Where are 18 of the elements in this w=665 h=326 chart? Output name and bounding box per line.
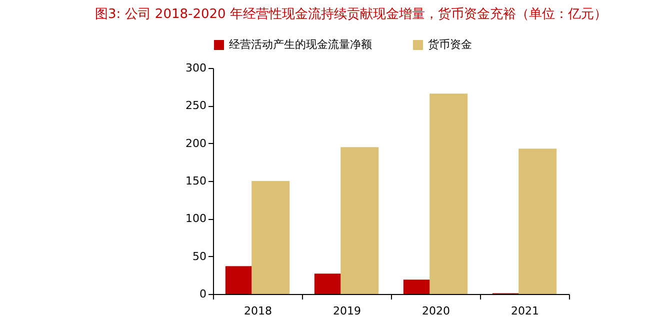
bar — [340, 147, 379, 294]
x-tick-label: 2020 — [422, 304, 450, 318]
y-tick-label: 150 — [186, 174, 206, 188]
y-tick-label: 250 — [186, 99, 206, 112]
y-tick-label: 50 — [192, 250, 206, 263]
y-tick-label: 300 — [186, 62, 206, 74]
chart-title: 图3: 公司 2018-2020 年经营性现金流持续贡献现金增量，货币资金充裕（单位：亿元） — [95, 6, 607, 22]
y-tick-label: 0 — [200, 288, 206, 300]
x-tick-label: 2021 — [511, 304, 539, 318]
bar — [518, 148, 557, 294]
x-tick-label: 2018 — [244, 304, 272, 318]
y-tick-label: 100 — [186, 212, 206, 226]
bar — [430, 94, 468, 294]
x-tick-label: 2019 — [333, 304, 361, 318]
y-tick-label: 200 — [186, 136, 206, 150]
legend-label: 经营活动产生的现金流量净额 — [229, 38, 372, 51]
bar — [252, 181, 290, 294]
legend-label: 货币资金 — [428, 38, 472, 51]
